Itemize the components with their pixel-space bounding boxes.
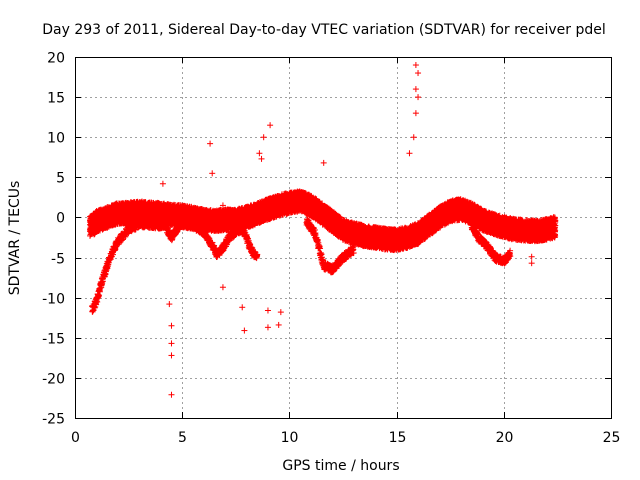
data-points — [87, 62, 559, 398]
chart-title: Day 293 of 2011, Sidereal Day-to-day VTE… — [42, 22, 606, 38]
